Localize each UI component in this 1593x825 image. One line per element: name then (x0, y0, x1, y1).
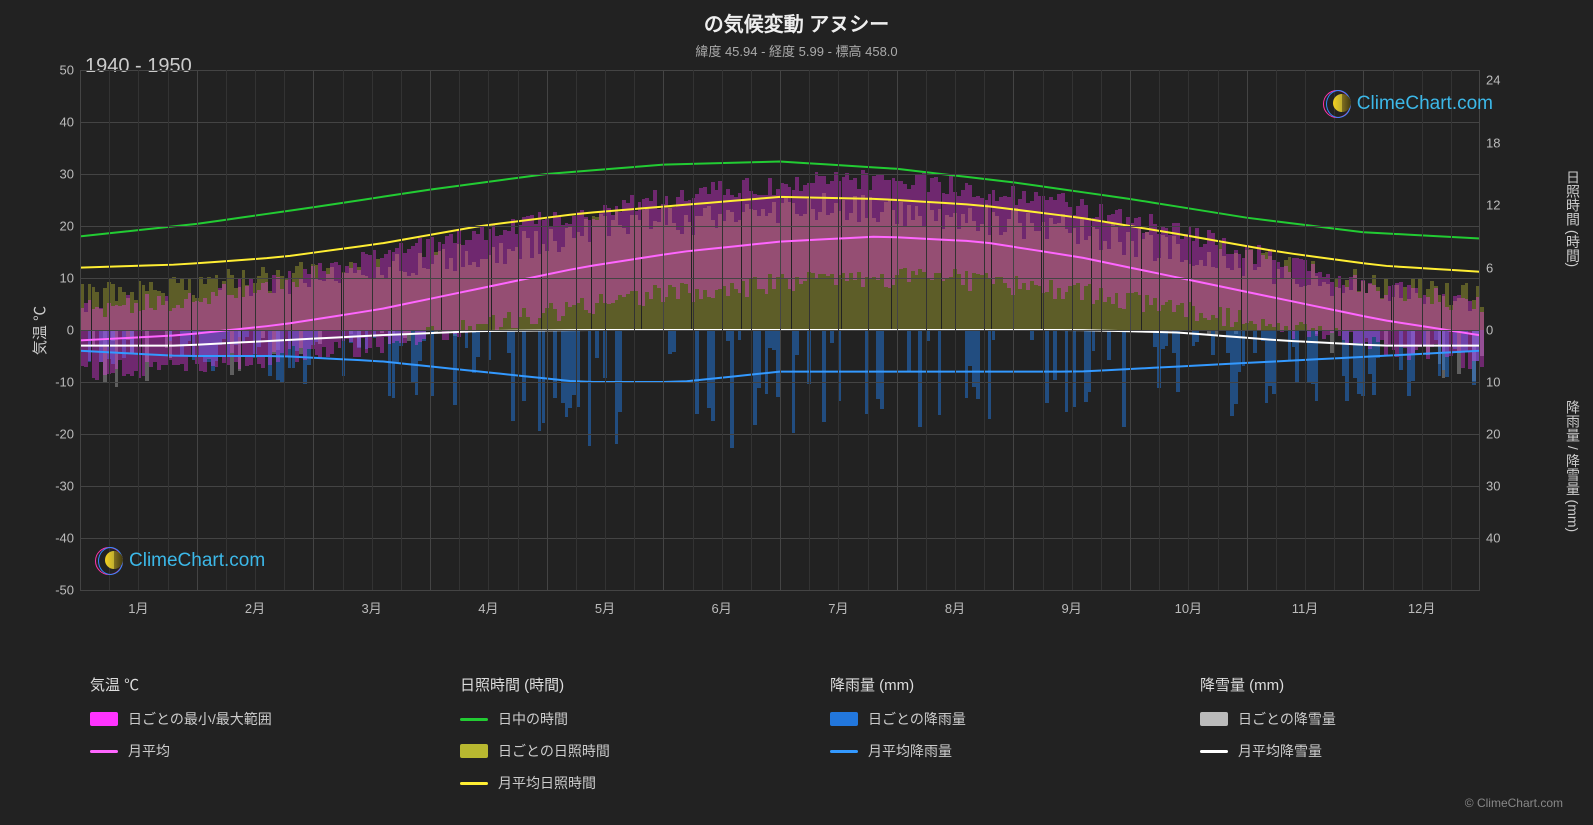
x-tick-month: 3月 (362, 598, 382, 617)
x-tick-month: 12月 (1408, 598, 1435, 617)
y-right-tick-mm: 20 (1486, 427, 1500, 442)
legend-label: 月平均日照時間 (498, 773, 596, 793)
climechart-icon (1323, 90, 1351, 118)
legend-label: 日中の時間 (498, 709, 568, 729)
legend-item: 日ごとの降雨量 (830, 709, 1140, 729)
legend-item: 日ごとの日照時間 (460, 741, 770, 761)
plot-area: -50-40-30-20-100102030405006121824102030… (80, 70, 1480, 590)
x-tick-month: 9月 (1062, 598, 1082, 617)
y-left-tick: 0 (67, 323, 74, 338)
x-tick-month: 6月 (712, 598, 732, 617)
y-left-tick: 20 (60, 219, 74, 234)
legend-swatch (90, 712, 118, 726)
climechart-icon (95, 547, 123, 575)
legend-label: 月平均降雨量 (868, 741, 952, 761)
legend-swatch (460, 718, 488, 721)
y-left-tick: -30 (55, 479, 74, 494)
x-tick-month: 4月 (478, 598, 498, 617)
legend-item: 月平均降雨量 (830, 741, 1140, 761)
brand-text: ClimeChart.com (1357, 93, 1493, 115)
legend-swatch (830, 712, 858, 726)
legend-column: 降雪量 (mm) 日ごとの降雪量月平均降雪量 (1200, 674, 1510, 805)
copyright-text: © ClimeChart.com (1465, 796, 1563, 810)
y-right-tick-hours: 12 (1486, 198, 1500, 213)
brand-logo-bottom: ClimeChart.com (95, 547, 265, 575)
legend-item: 月平均 (90, 741, 400, 761)
legend-swatch (460, 782, 488, 785)
y-right-tick-mm: 40 (1486, 531, 1500, 546)
y-left-tick: 40 (60, 115, 74, 130)
y-left-tick: -20 (55, 427, 74, 442)
y-right-tick-hours: 18 (1486, 135, 1500, 150)
legend-title: 降雨量 (mm) (830, 674, 1140, 695)
y-right-tick-hours: 6 (1486, 260, 1493, 275)
legend-column: 気温 ℃ 日ごとの最小/最大範囲月平均 (90, 674, 400, 805)
legend-swatch (1200, 712, 1228, 726)
x-tick-month: 5月 (595, 598, 615, 617)
chart-container: の気候変動 アヌシー 緯度 45.94 - 経度 5.99 - 標高 458.0… (0, 0, 1593, 825)
legend-item: 月平均日照時間 (460, 773, 770, 793)
legend-item: 日ごとの最小/最大範囲 (90, 709, 400, 729)
legend-column: 日照時間 (時間) 日中の時間日ごとの日照時間月平均日照時間 (460, 674, 770, 805)
legend-column: 降雨量 (mm) 日ごとの降雨量月平均降雨量 (830, 674, 1140, 805)
legend: 気温 ℃ 日ごとの最小/最大範囲月平均 日照時間 (時間) 日中の時間日ごとの日照時間… (90, 674, 1510, 805)
y-right-tick-mm: 10 (1486, 375, 1500, 390)
legend-swatch (460, 744, 488, 758)
legend-label: 日ごとの降雪量 (1238, 709, 1336, 729)
y-right-axis-label-precip: 降雨量 / 降雪量 (mm) (1563, 400, 1583, 532)
y-left-tick: -40 (55, 531, 74, 546)
y-right-tick-mm: 30 (1486, 479, 1500, 494)
y-left-tick: -10 (55, 375, 74, 390)
x-tick-month: 11月 (1292, 598, 1319, 617)
legend-item: 月平均降雪量 (1200, 741, 1510, 761)
chart-subtitle: 緯度 45.94 - 経度 5.99 - 標高 458.0 (0, 41, 1593, 60)
y-right-tick-hours: 24 (1486, 73, 1500, 88)
y-right-tick-hours: 0 (1486, 323, 1493, 338)
legend-swatch (830, 750, 858, 753)
legend-item: 日ごとの降雪量 (1200, 709, 1510, 729)
legend-label: 日ごとの日照時間 (498, 741, 610, 761)
x-tick-month: 1月 (128, 598, 148, 617)
y-left-tick: 50 (60, 63, 74, 78)
y-left-axis-label: 気温 ℃ (29, 306, 50, 355)
legend-title: 日照時間 (時間) (460, 674, 770, 695)
legend-title: 降雪量 (mm) (1200, 674, 1510, 695)
legend-label: 月平均 (128, 741, 170, 761)
legend-label: 日ごとの降雨量 (868, 709, 966, 729)
x-tick-month: 7月 (828, 598, 848, 617)
legend-title: 気温 ℃ (90, 674, 400, 695)
chart-title: の気候変動 アヌシー (0, 0, 1593, 37)
legend-label: 月平均降雪量 (1238, 741, 1322, 761)
x-tick-month: 10月 (1175, 598, 1202, 617)
legend-swatch (90, 750, 118, 753)
brand-text: ClimeChart.com (129, 550, 265, 572)
y-left-tick: 10 (60, 271, 74, 286)
legend-label: 日ごとの最小/最大範囲 (128, 709, 272, 729)
y-left-tick: 30 (60, 167, 74, 182)
legend-swatch (1200, 750, 1228, 753)
legend-item: 日中の時間 (460, 709, 770, 729)
brand-logo-top: ClimeChart.com (1323, 90, 1493, 118)
x-tick-month: 8月 (945, 598, 965, 617)
y-right-axis-label-sunshine: 日照時間 (時間) (1563, 170, 1583, 267)
y-left-tick: -50 (55, 583, 74, 598)
x-tick-month: 2月 (245, 598, 265, 617)
